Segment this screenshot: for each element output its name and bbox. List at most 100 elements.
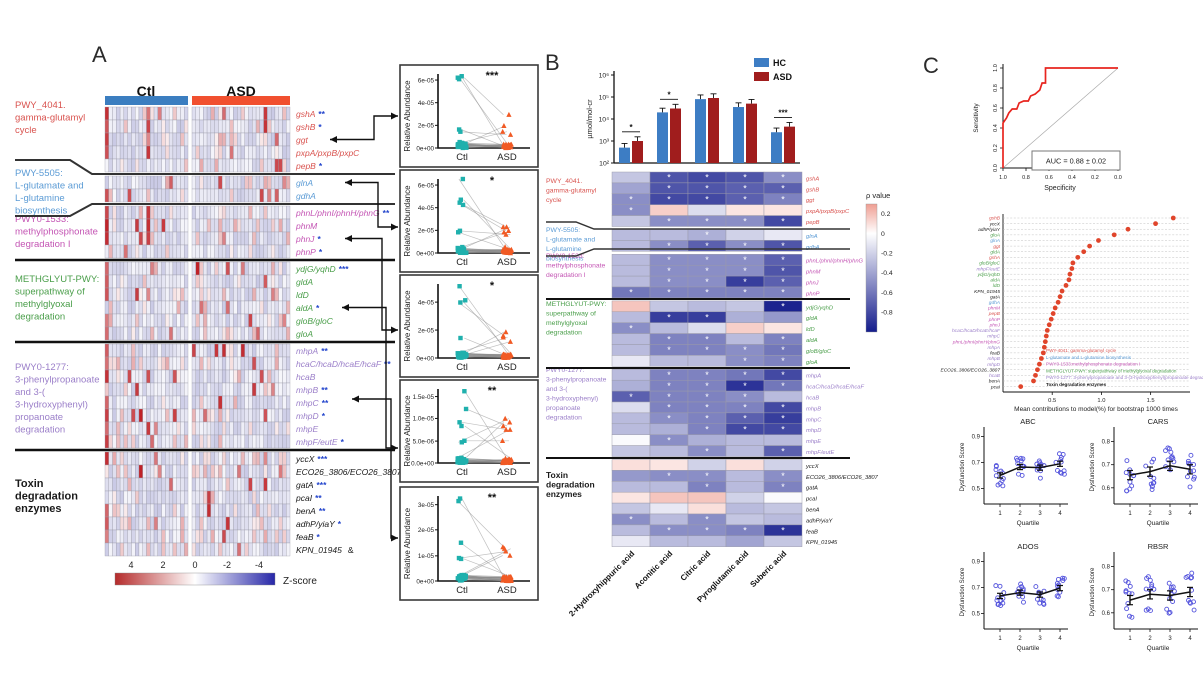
gene-label-b: aldA xyxy=(806,338,818,344)
heatmap-a-cell xyxy=(203,145,208,160)
ctl-point xyxy=(463,406,469,412)
heatmap-a-cell xyxy=(263,421,268,436)
heatmap-a-cell xyxy=(221,300,227,315)
heatmap-a-cell xyxy=(131,300,136,315)
pathway-label-b: Toxin xyxy=(546,470,568,480)
heatmap-a-cell xyxy=(150,261,155,276)
heatmap-a-cell xyxy=(104,529,109,544)
heatmap-a-cell xyxy=(195,408,200,423)
heatmap-a-cell xyxy=(184,300,189,315)
abundance-xtick-asd: ASD xyxy=(497,467,517,478)
rho-tick: -0.4 xyxy=(881,270,893,277)
heatmap-a-cell xyxy=(138,408,143,423)
heatmap-a-cell xyxy=(157,145,162,160)
heatmap-a-cell xyxy=(191,503,196,518)
heatmap-a-cell xyxy=(157,490,162,505)
heatmap-a-cell xyxy=(263,395,268,410)
heatmap-a-cell xyxy=(131,175,136,190)
heatmap-a-cell xyxy=(116,158,121,173)
heatmap-a-cell xyxy=(274,106,279,121)
heatmap-a-cell xyxy=(116,231,121,246)
heatmap-a-cell xyxy=(282,477,287,492)
heatmap-a-cell xyxy=(191,356,196,371)
heatmap-a-cell xyxy=(191,395,196,410)
heatmap-a-cell xyxy=(191,408,196,423)
abundance-ytick: 2e-05 xyxy=(418,527,435,534)
heatmap-a-cell xyxy=(157,205,162,220)
heatmap-a-cell xyxy=(218,244,223,259)
quartile-ylabel: Dysfunction Score xyxy=(1090,567,1096,616)
heatmap-a-cell xyxy=(244,287,249,302)
heatmap-a-cell xyxy=(282,382,287,397)
heatmap-a-cell xyxy=(191,300,196,315)
heatmap-a-cell xyxy=(210,287,215,302)
pathway-label: propanoate xyxy=(15,412,63,423)
heatmap-a-cell xyxy=(221,490,227,505)
heatmap-a-cell xyxy=(153,106,158,121)
heatmap-a-cell xyxy=(131,313,136,328)
heatmap-a-cell xyxy=(203,261,208,276)
pathway-label: PWY0-1277: xyxy=(15,362,69,373)
heatmap-a-cell xyxy=(244,119,249,134)
heatmap-a-cell xyxy=(199,300,204,315)
heatmap-b-star: * xyxy=(743,288,747,298)
heatmap-a-cell xyxy=(270,542,276,557)
heatmap-a-cell xyxy=(199,343,204,358)
quartile-point xyxy=(1166,580,1172,586)
asd-legend-label: ASD xyxy=(773,72,793,82)
asd-bar xyxy=(746,103,757,163)
heatmap-a-cell xyxy=(146,261,151,276)
heatmap-a-cell xyxy=(237,231,242,246)
heatmap-a-cell xyxy=(237,490,242,505)
heatmap-b-cell xyxy=(763,355,803,367)
heatmap-a-cell xyxy=(161,464,166,479)
heatmap-a-cell xyxy=(214,542,219,557)
heatmap-a-cell xyxy=(135,274,140,289)
heatmap-a-cell xyxy=(286,451,291,466)
heatmap-a-cell xyxy=(252,188,257,203)
heatmap-a-cell xyxy=(119,287,125,302)
heatmap-a-cell xyxy=(168,132,174,147)
heatmap-b-cell xyxy=(763,286,803,299)
heatmap-a-cell xyxy=(225,132,230,147)
quartile-point xyxy=(1015,461,1021,467)
asd-point xyxy=(501,123,507,128)
heatmap-a-cell xyxy=(210,464,215,479)
quartile-trend-line xyxy=(1129,465,1191,476)
heatmap-a-cell xyxy=(259,132,264,147)
heatmap-a-cell xyxy=(225,205,230,220)
quartile-xtick: 3 xyxy=(1168,511,1172,517)
quartile-point xyxy=(1163,448,1168,454)
heatmap-a-cell xyxy=(161,395,166,410)
heatmap-a-cell xyxy=(172,464,177,479)
heatmap-b-cell xyxy=(611,254,651,266)
heatmap-a-cell xyxy=(233,158,238,173)
heatmap-b-cell xyxy=(687,204,727,216)
asd-point xyxy=(501,229,507,235)
heatmap-a-cell xyxy=(233,542,238,557)
heatmap-a-cell xyxy=(259,175,264,190)
heatmap-a-cell xyxy=(259,395,264,410)
heatmap-a-cell xyxy=(135,188,140,203)
contrib-dot xyxy=(1031,378,1036,384)
heatmap-a-cell xyxy=(267,490,272,505)
heatmap-a-cell xyxy=(229,326,234,341)
heatmap-a-cell xyxy=(274,132,279,147)
heatmap-a-cell xyxy=(150,421,155,436)
heatmap-a-cell xyxy=(229,451,234,466)
heatmap-a-cell xyxy=(146,477,151,492)
heatmap-a-cell xyxy=(278,477,283,492)
heatmap-a-cell xyxy=(184,261,189,276)
heatmap-a-cell xyxy=(165,205,170,220)
heatmap-a-cell xyxy=(203,158,208,173)
heatmap-a-cell xyxy=(161,421,166,436)
quartile-point xyxy=(1191,468,1197,474)
heatmap-a-cell xyxy=(218,119,223,134)
heatmap-a-cell xyxy=(210,477,215,492)
heatmap-b-cell xyxy=(687,491,727,504)
significance-stars: * xyxy=(490,175,495,187)
ctl-header-bar xyxy=(105,96,188,105)
heatmap-a-cell xyxy=(255,313,261,328)
heatmap-a-cell xyxy=(244,300,249,315)
heatmap-a-cell xyxy=(150,274,155,289)
